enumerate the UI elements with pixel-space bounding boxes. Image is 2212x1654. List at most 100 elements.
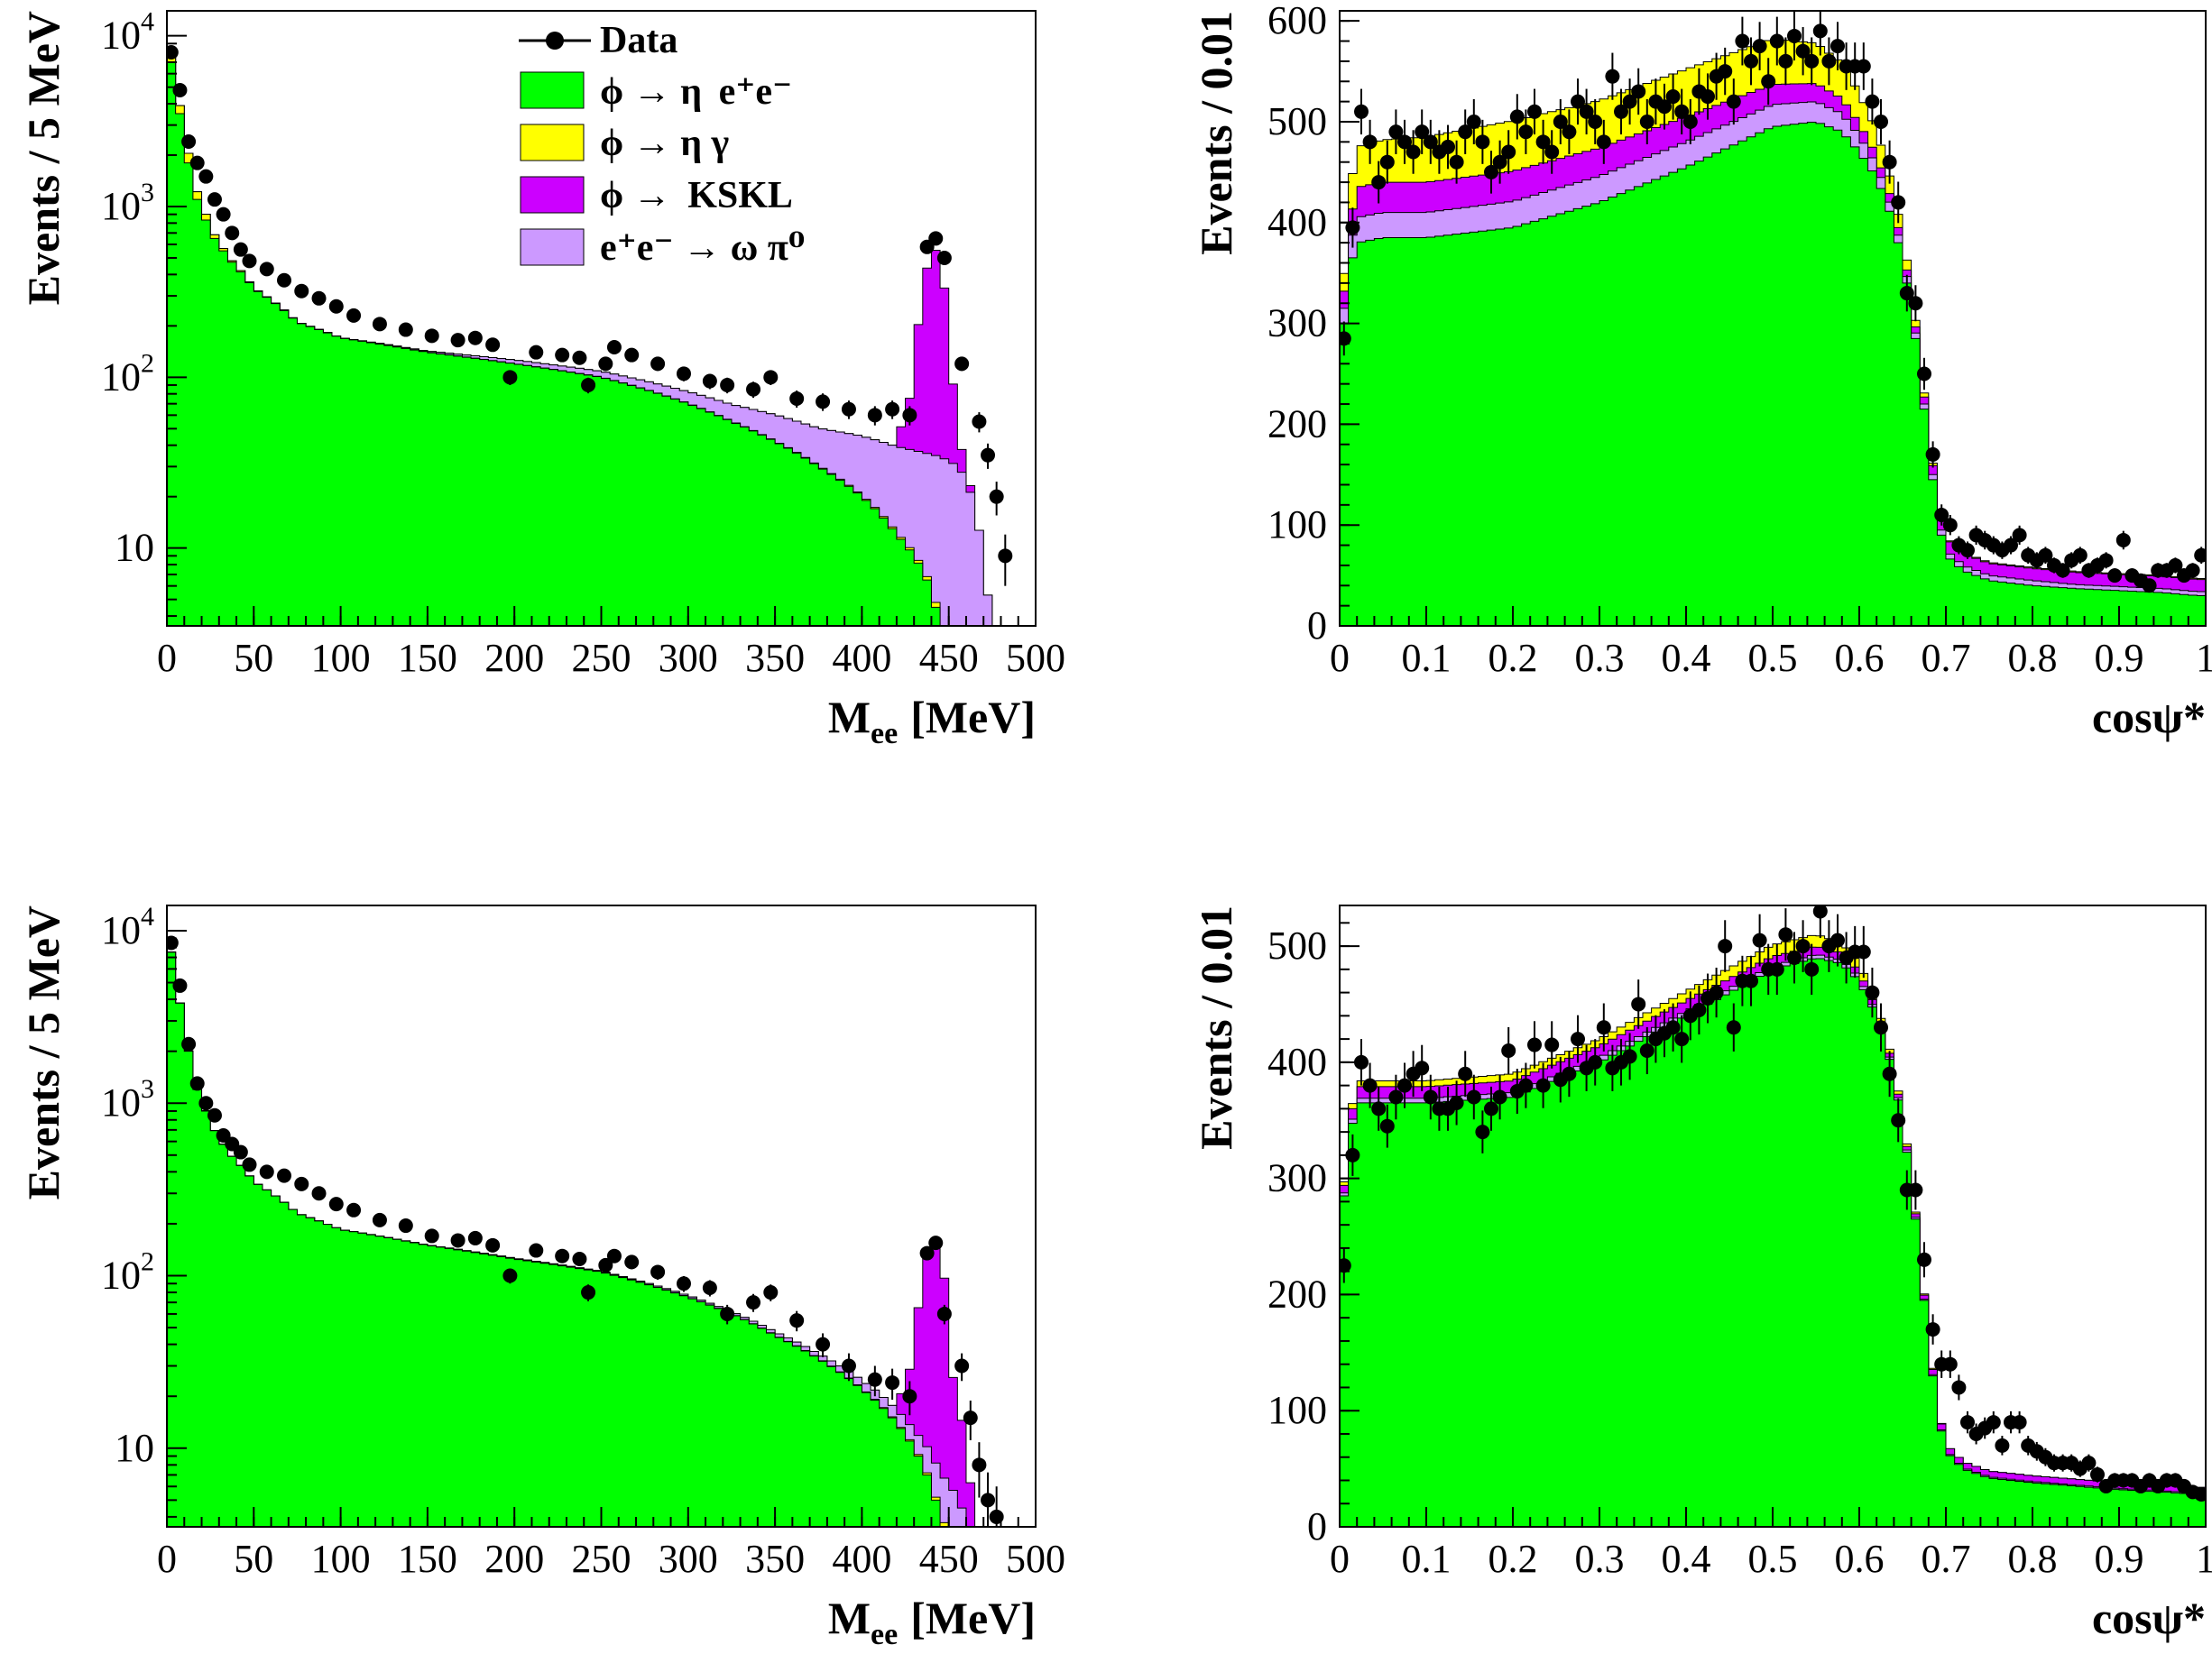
data-point (606, 339, 622, 354)
data-point (1891, 195, 1906, 210)
legend-omega-pi0-label: e⁺e⁻ → ω π⁰ (600, 227, 805, 269)
data-point (1942, 518, 1958, 533)
data-point (1562, 124, 1577, 140)
x-tick-label: 0.5 (1748, 1537, 1798, 1581)
data-point (1535, 1078, 1551, 1093)
data-point (502, 370, 518, 385)
x-tick-label: 50 (234, 636, 273, 680)
data-point (572, 350, 587, 365)
data-point (529, 345, 544, 360)
data-point (450, 333, 465, 348)
data-point (2090, 1467, 2105, 1483)
data-point (1509, 109, 1525, 124)
y-tick-base: 10 (115, 526, 154, 570)
data-point (581, 1285, 596, 1300)
data-point (650, 356, 666, 372)
data-point (902, 408, 917, 423)
data-point (1718, 64, 1733, 79)
data-point (1700, 89, 1715, 105)
data-point (954, 356, 970, 372)
y-tick-label: 300 (1267, 301, 1327, 345)
x-tick-label: 0.9 (2095, 1537, 2144, 1581)
data-point (650, 1264, 666, 1280)
data-point (1778, 53, 1793, 69)
data-point (485, 1237, 501, 1253)
data-point (746, 1295, 761, 1310)
legend-data-label: Data (600, 20, 677, 61)
data-point (242, 1157, 257, 1172)
data-point (216, 207, 231, 222)
y-tick-base: 10 (101, 354, 141, 399)
data-point (1354, 104, 1369, 119)
data-point (1571, 94, 1585, 109)
data-point (1925, 1322, 1940, 1337)
data-point (963, 1410, 978, 1426)
data-point (2185, 563, 2200, 578)
legend-kskl-label: ϕ → KSKL (600, 175, 793, 216)
x-tick-label: 450 (919, 636, 979, 680)
y-tick-label: 400 (1267, 1040, 1327, 1084)
data-point (1571, 1032, 1585, 1047)
data-point (1995, 1438, 2010, 1453)
x-tick-label: 400 (832, 1537, 891, 1581)
y-tick-label: 104 (101, 7, 154, 58)
x-tick-label: 200 (484, 636, 544, 680)
data-point (702, 373, 717, 389)
data-point (1709, 985, 1724, 1000)
y-tick-label: 200 (1267, 401, 1327, 446)
x-tick-label: 0.2 (1488, 636, 1538, 680)
data-point (1518, 1078, 1534, 1093)
data-point (1804, 53, 1820, 69)
y-tick-base: 10 (101, 184, 141, 228)
data-point (1340, 1258, 1351, 1273)
data-point (450, 1233, 465, 1248)
data-point (954, 1358, 970, 1374)
data-point (1588, 114, 1603, 129)
data-point (502, 1268, 518, 1283)
data-point (1882, 1066, 1897, 1081)
y-tick-label: 0 (1307, 603, 1327, 648)
data-point (233, 1144, 248, 1160)
y-tick-exponent: 4 (141, 7, 154, 37)
data-point (2004, 538, 2018, 553)
data-point (1821, 53, 1837, 69)
data-point (2012, 1415, 2027, 1430)
x-tick-label: 1 (2196, 1537, 2212, 1581)
x-tick-label: 100 (311, 1537, 371, 1581)
data-point (2081, 1456, 2097, 1471)
y-tick-label: 100 (1267, 502, 1327, 547)
data-point (919, 1245, 935, 1261)
data-point (1761, 74, 1776, 89)
data-point (1340, 331, 1351, 346)
x-tick-label: 0 (1330, 636, 1350, 680)
data-point (328, 299, 344, 314)
x-axis-title-main: M (828, 1593, 871, 1643)
x-tick-label: 0.9 (2095, 636, 2144, 680)
data-point (1682, 114, 1698, 129)
y-tick-label: 10 (115, 1426, 154, 1470)
data-point (1622, 1049, 1637, 1064)
data-point (1769, 33, 1784, 49)
data-point (928, 1236, 944, 1251)
hist-eta_ee (167, 951, 1036, 1527)
data-point (529, 1243, 544, 1258)
data-point (1527, 1037, 1542, 1052)
data-point (311, 290, 327, 306)
data-point (1899, 286, 1914, 301)
data-point (1544, 1037, 1560, 1052)
data-point (1397, 134, 1412, 150)
y-tick-exponent: 3 (141, 1074, 154, 1104)
data-point (1415, 124, 1430, 140)
data-point (720, 1306, 735, 1321)
legend-data-marker (546, 32, 564, 50)
data-point (277, 1168, 292, 1183)
data-point (1874, 1020, 1888, 1035)
data-point (1379, 154, 1395, 170)
data-point (624, 347, 640, 363)
data-point (1588, 1054, 1603, 1070)
data-point (1535, 134, 1551, 150)
data-point (1865, 985, 1880, 1000)
data-point (1371, 175, 1387, 190)
data-point (1856, 59, 1871, 74)
data-point (702, 1281, 717, 1296)
